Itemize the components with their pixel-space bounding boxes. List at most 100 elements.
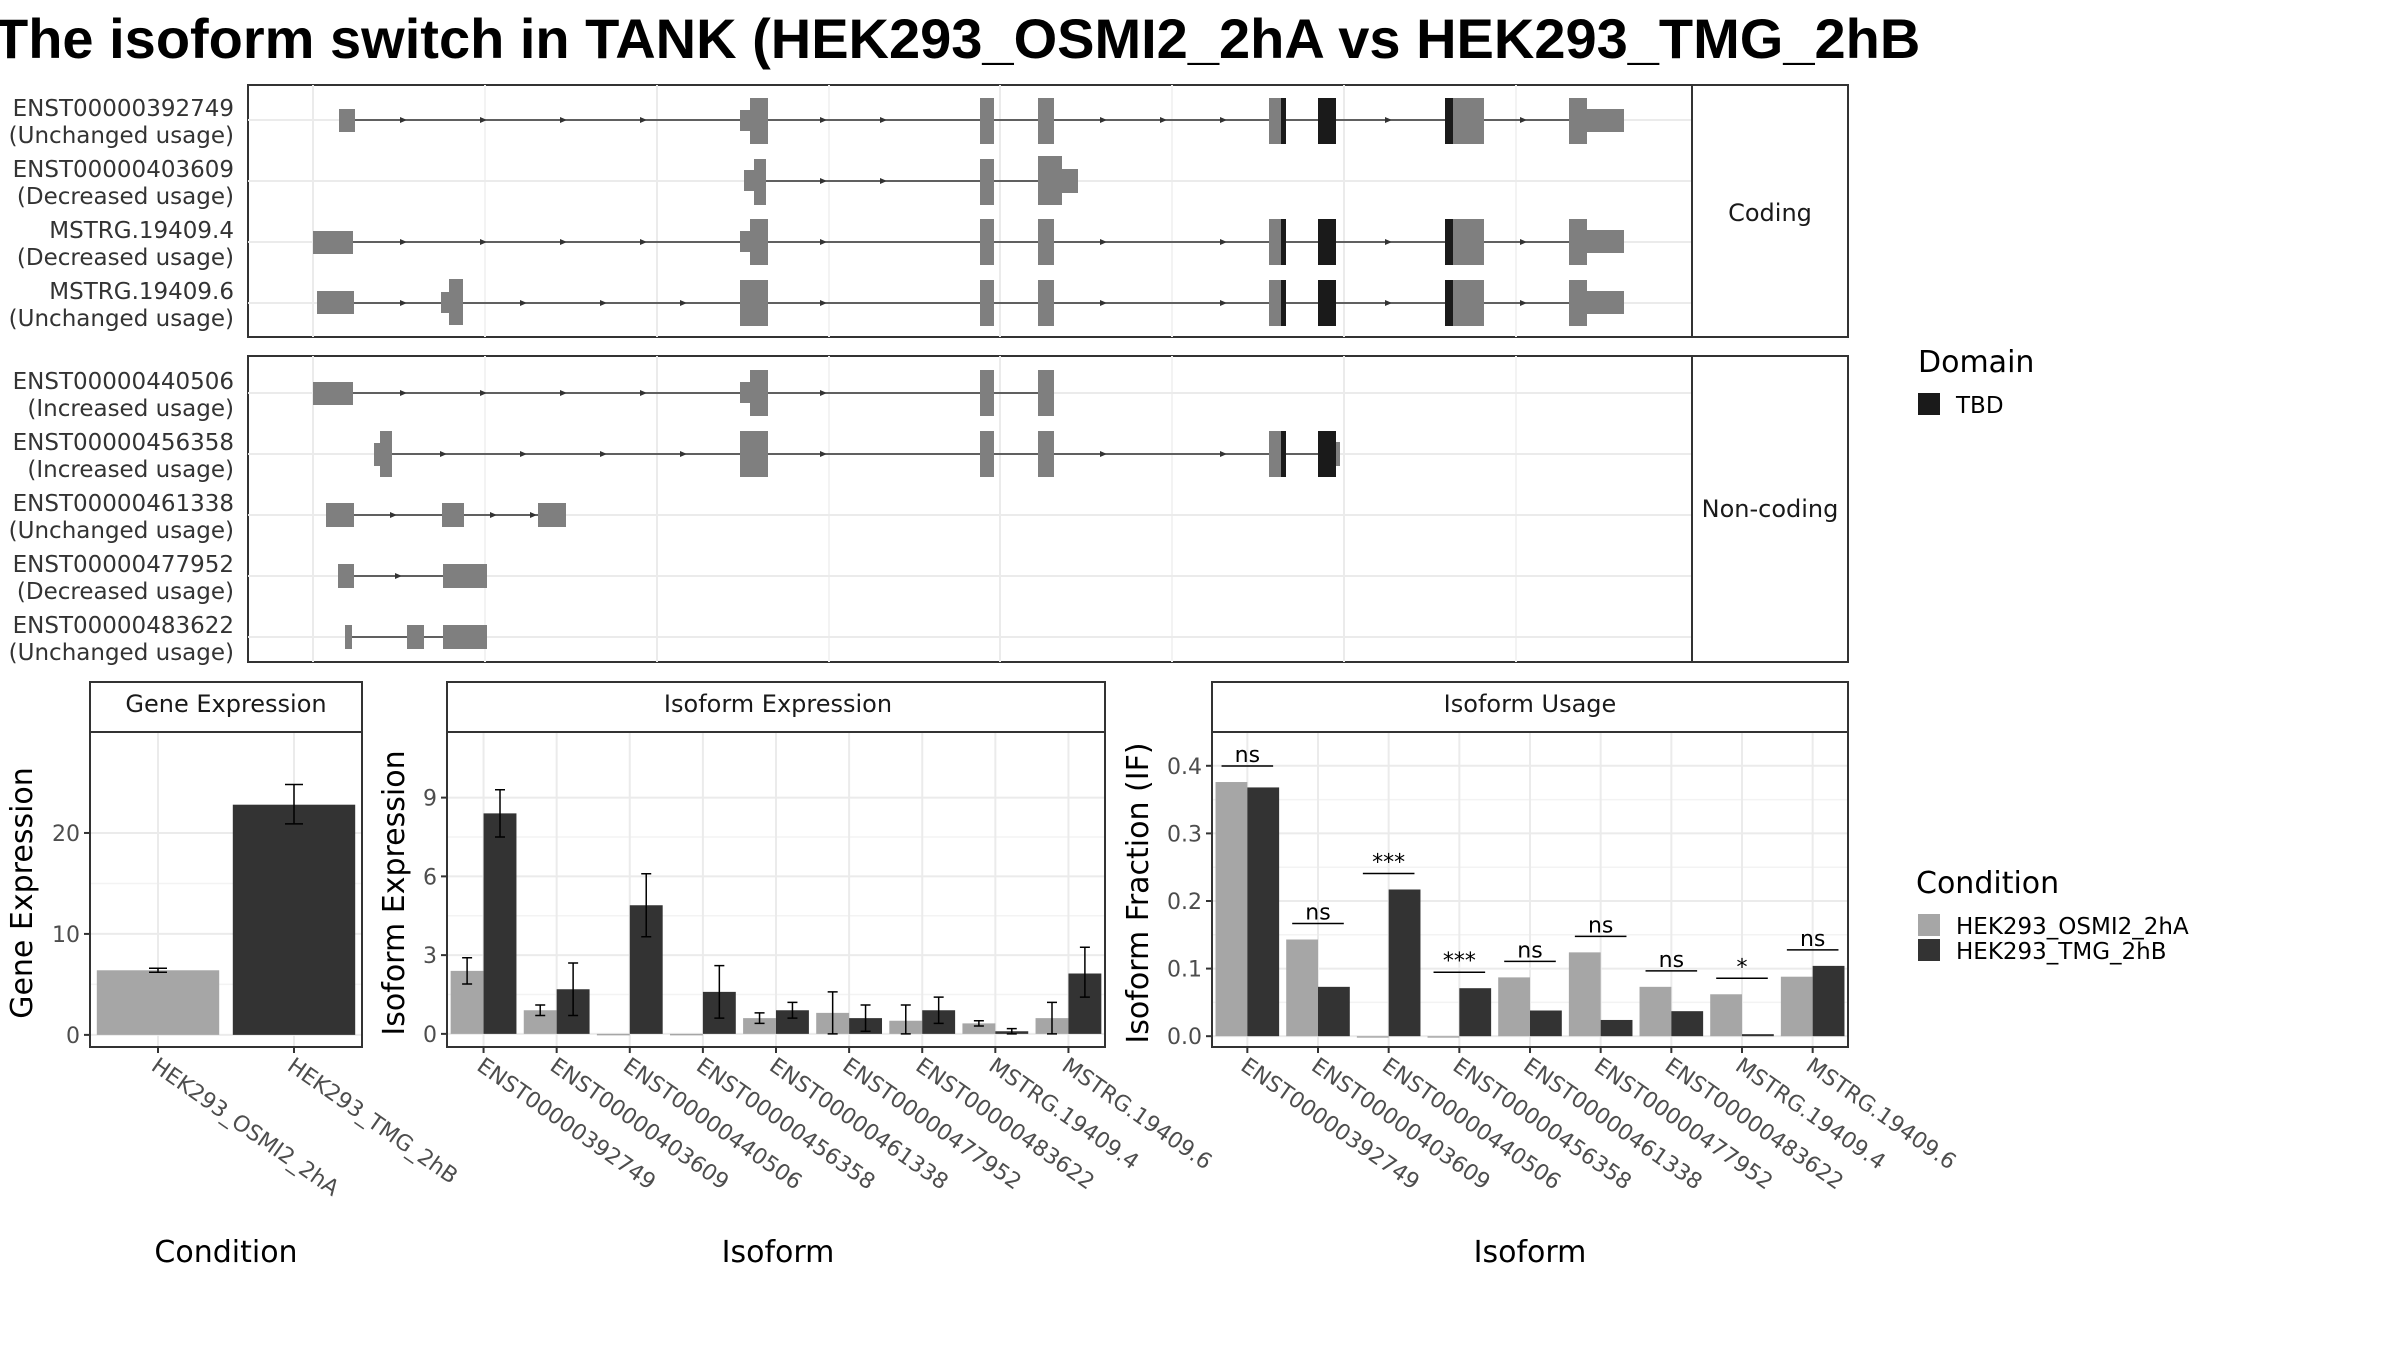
isoform-expression-x-title: Isoform xyxy=(722,1235,835,1270)
bar xyxy=(1286,939,1318,1037)
significance-label: *** xyxy=(1372,851,1405,876)
condition-legend-title: Condition xyxy=(1916,866,2059,901)
transcript-usage: (Decreased usage) xyxy=(17,184,234,210)
panel-frame xyxy=(89,731,363,1048)
y-tick-label: 10 xyxy=(52,923,80,948)
domain-legend-key xyxy=(1918,393,1940,415)
isoform-usage-y-title: Isoform Fraction (IF) xyxy=(1121,742,1156,1043)
domain-legend-label: TBD xyxy=(1955,393,2004,419)
significance-label: ns xyxy=(1588,913,1613,938)
condition-legend-label-2: HEK293_TMG_2hB xyxy=(1956,939,2167,965)
significance-label: ns xyxy=(1305,901,1330,926)
bar xyxy=(1812,965,1845,1037)
bar xyxy=(1459,988,1492,1037)
y-axis-ticks: 0 3 6 9 xyxy=(423,787,447,1048)
y-axis-ticks: 0 10 20 xyxy=(52,822,90,1049)
panel-grid xyxy=(447,732,1105,1047)
figure-title: The isoform switch in TANK (HEK293_OSMI2… xyxy=(0,7,1920,70)
bar xyxy=(962,1023,996,1034)
gene-structure-coding-panel: Coding xyxy=(247,84,1849,338)
bar xyxy=(1498,977,1530,1037)
transcript-label: ENST00000477952 xyxy=(13,552,234,578)
y-tick-label: 0.4 xyxy=(1167,755,1202,780)
bar xyxy=(1356,1036,1389,1038)
bar xyxy=(1427,1036,1460,1038)
facet-strip-coding: Coding xyxy=(1728,199,1812,227)
isoform-usage-panel: Isoform Usage Isoform Fraction (IF) Isof… xyxy=(1121,681,1960,1270)
condition-legend-label-1: HEK293_OSMI2_2hA xyxy=(1956,914,2189,940)
gene-expression-x-title: Condition xyxy=(154,1235,297,1270)
bar xyxy=(1671,1011,1704,1037)
transcript-label: ENST00000392749 xyxy=(13,96,234,122)
transcript-label: ENST00000483622 xyxy=(13,613,234,639)
x-axis-ticks: ENST00000392749ENST00000403609ENST000004… xyxy=(1236,1047,1960,1195)
transcript-label: MSTRG.19409.6 xyxy=(49,279,234,305)
coding-transcript-labels: ENST00000392749 (Unchanged usage) ENST00… xyxy=(9,96,234,332)
y-tick-label: 0.1 xyxy=(1167,958,1202,983)
significance-label: ns xyxy=(1659,948,1684,973)
significance-label: ns xyxy=(1800,927,1825,952)
bar xyxy=(669,1033,703,1036)
facet-strip-noncoding: Non-coding xyxy=(1702,495,1839,523)
y-axis-ticks: 0.0 0.1 0.2 0.3 0.4 xyxy=(1167,755,1212,1050)
transcript-label: ENST00000403609 xyxy=(13,157,234,183)
isoform-expression-panel: Isoform Expression Isoform Expression Is… xyxy=(377,681,1216,1270)
isoform-usage-x-title: Isoform xyxy=(1474,1235,1587,1270)
significance-label: ns xyxy=(1235,743,1260,768)
transcript-usage: (Unchanged usage) xyxy=(9,123,234,149)
bar xyxy=(776,1010,809,1034)
bar xyxy=(1600,1019,1633,1037)
panel-strip xyxy=(1211,681,1849,733)
transcript-label: ENST00000456358 xyxy=(13,430,234,456)
bar xyxy=(232,804,356,1035)
bar xyxy=(1710,994,1742,1037)
bar xyxy=(1742,1034,1774,1037)
significance-label: ns xyxy=(1517,938,1542,963)
significance-label: * xyxy=(1737,955,1748,980)
noncoding-transcript-labels: ENST00000440506 (Increased usage) ENST00… xyxy=(9,369,234,666)
transcript-usage: (Unchanged usage) xyxy=(9,306,234,332)
transcript-usage: (Decreased usage) xyxy=(17,579,234,605)
y-tick-label: 9 xyxy=(423,787,437,812)
y-tick-label: 20 xyxy=(52,822,80,847)
transcript-usage: (Increased usage) xyxy=(27,457,234,483)
transcript-usage: (Unchanged usage) xyxy=(9,518,234,544)
y-tick-label: 0.2 xyxy=(1167,890,1202,915)
y-tick-label: 6 xyxy=(423,865,437,890)
bar xyxy=(1215,782,1248,1037)
condition-legend: Condition HEK293_OSMI2_2hA HEK293_TMG_2h… xyxy=(1916,866,2189,965)
transcript-usage: (Increased usage) xyxy=(27,396,234,422)
domain-legend-title: Domain xyxy=(1918,345,2034,380)
bar xyxy=(1247,787,1280,1037)
bar xyxy=(1568,952,1601,1037)
transcript-label: ENST00000440506 xyxy=(13,369,234,395)
condition-legend-key-1 xyxy=(1918,914,1940,936)
y-tick-label: 0 xyxy=(66,1024,80,1049)
y-tick-label: 0.0 xyxy=(1167,1025,1202,1050)
panel-strip xyxy=(89,681,363,733)
condition-legend-key-2 xyxy=(1918,939,1940,961)
y-tick-label: 0.3 xyxy=(1167,822,1202,847)
bar xyxy=(596,1033,630,1036)
gene-expression-strip-title: Gene Expression xyxy=(125,690,326,718)
bars xyxy=(96,783,356,1035)
bar xyxy=(483,813,517,1034)
coding-transcripts xyxy=(313,98,1624,326)
isoform-expression-strip-title: Isoform Expression xyxy=(664,690,892,718)
bar xyxy=(523,1010,557,1034)
bar xyxy=(1388,889,1421,1037)
bar xyxy=(1639,986,1672,1037)
significance-marks: ns ns *** *** ns ns ns * ns xyxy=(1221,743,1839,980)
isoform-usage-strip-title: Isoform Usage xyxy=(1444,690,1617,718)
bar xyxy=(96,970,220,1035)
gene-structure-noncoding-panel: Non-coding xyxy=(247,355,1849,663)
bars xyxy=(1215,782,1845,1038)
bar xyxy=(1530,1010,1562,1037)
bar xyxy=(743,1018,776,1034)
bars xyxy=(450,789,1102,1036)
transcript-usage: (Decreased usage) xyxy=(17,245,234,271)
significance-label: *** xyxy=(1443,949,1476,974)
y-tick-label: 0 xyxy=(423,1023,437,1048)
